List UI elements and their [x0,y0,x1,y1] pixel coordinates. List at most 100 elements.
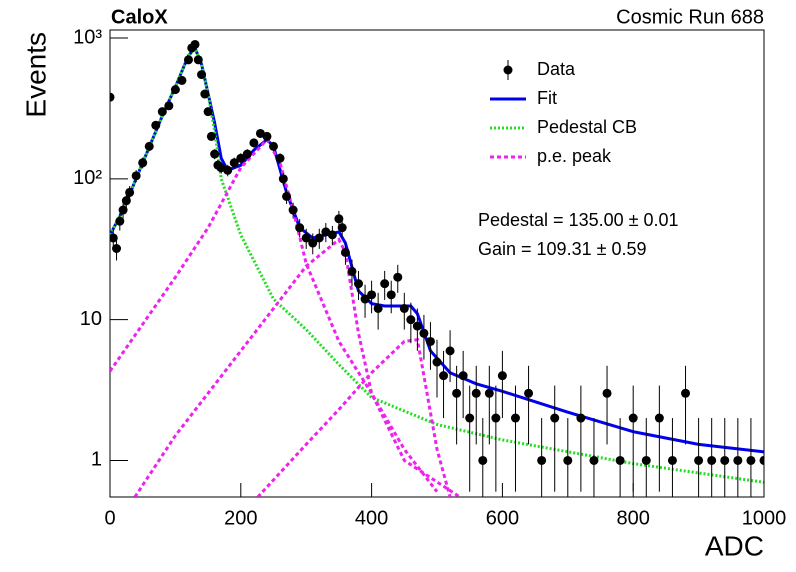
data-point [301,233,311,243]
data-point [210,149,220,159]
data-point [347,266,357,276]
legend-marker [503,65,513,75]
data-point [465,413,475,423]
legend-label: Fit [537,88,557,108]
x-tick-label: 400 [355,507,388,529]
data-point [249,138,259,148]
data-point [458,371,468,381]
y-tick-label: 10³ [73,26,102,48]
legend-label: Pedestal CB [537,117,637,137]
data-point [471,388,481,398]
data-point [367,290,377,300]
legend-label: p.e. peak [537,146,612,166]
data-point [200,89,210,99]
data-point [223,165,233,175]
data-point [183,55,193,65]
data-point [151,120,161,130]
data-point [110,92,115,102]
data-point [275,153,285,163]
x-axis-label: ADC [705,530,764,561]
data-point [373,303,383,313]
plot-frame [109,29,765,498]
data-point [131,171,141,181]
y-axis-label: Events [20,32,51,118]
data-point [112,244,122,254]
data-point [288,205,298,215]
data-point [589,455,599,465]
data-point [295,223,305,233]
data-point [278,174,288,184]
data-point [203,107,213,117]
data-point [144,141,154,151]
data-point [164,101,174,111]
data-point [262,131,272,141]
data-point [615,455,625,465]
data-point [399,303,409,313]
data-point [746,455,756,465]
data-point [236,153,246,163]
data-point [641,455,651,465]
data-point [206,131,216,141]
data-point [340,247,350,257]
data-point [563,455,573,465]
chart-subtitle: Cosmic Run 688 [616,6,764,28]
data-point [439,371,449,381]
data-point [491,413,501,423]
data-point [393,272,403,282]
data-point [497,371,507,381]
data-point [759,455,764,465]
data-point [510,413,520,423]
data-point [170,85,180,95]
data-point [733,455,743,465]
data-point [197,70,207,80]
x-tick-label: 200 [224,507,257,529]
data-point [432,357,442,367]
data-point [484,388,494,398]
annotation: Pedestal = 135.00 ± 0.01 [478,210,679,230]
data-point [110,233,118,243]
data-point [193,55,203,65]
data-point [681,388,691,398]
x-tick-label: 800 [617,507,650,529]
data-point [406,315,416,325]
y-tick-label: 10² [73,167,102,189]
data-point [242,149,252,159]
data-point [282,191,292,201]
data-point [654,413,664,423]
data-point [314,233,324,243]
data-point [157,107,167,117]
data-point [452,388,462,398]
data-point [425,336,435,346]
data-point [354,279,364,289]
data-point [667,455,677,465]
data-point [121,196,131,206]
x-tick-label: 600 [486,507,519,529]
data-point [360,294,370,304]
x-tick-label: 1000 [742,507,787,529]
data-point [720,455,730,465]
data-point [337,223,347,233]
data-point [308,238,318,248]
data-point [380,279,390,289]
data-point [478,455,488,465]
data-point [327,230,337,240]
data-point [694,455,704,465]
legend-label: Data [537,59,576,79]
data-point [412,321,422,331]
y-tick-label: 1 [91,449,102,471]
y-tick-label: 10 [80,308,102,330]
data-point [550,413,560,423]
data-point [537,455,547,465]
data-point [118,205,128,215]
data-point [576,413,586,423]
data-point [138,158,148,168]
data-point [445,346,455,356]
chart-title: CaloX [111,6,168,28]
data-point [524,388,534,398]
annotation: Gain = 109.31 ± 0.59 [478,239,647,259]
series-line [110,137,461,497]
data-point [334,214,344,224]
series-line [110,45,764,484]
data-point [628,413,638,423]
